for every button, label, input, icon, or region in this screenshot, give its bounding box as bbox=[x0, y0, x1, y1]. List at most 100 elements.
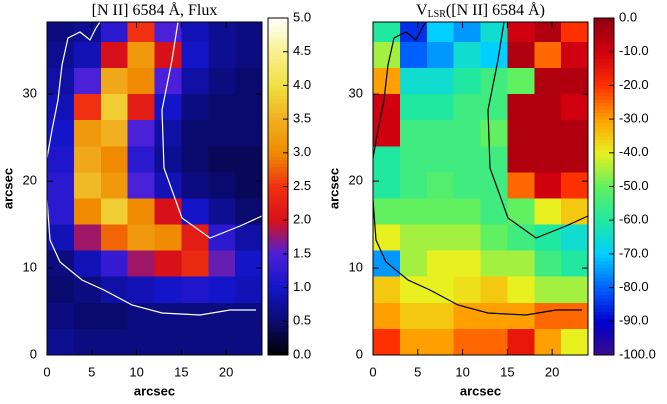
colorbar-tick-label: 4.5 bbox=[293, 43, 311, 58]
title-text: ([N II] 6584 Å) bbox=[446, 1, 545, 19]
map-cell bbox=[426, 22, 455, 43]
colorbar-segment bbox=[594, 65, 614, 70]
map-cell bbox=[453, 41, 481, 69]
colorbar-segment bbox=[594, 321, 614, 326]
colorbar-tick-label: 1.0 bbox=[293, 279, 311, 294]
colorbar-segment bbox=[594, 119, 614, 124]
colorbar-segment bbox=[268, 129, 288, 134]
map-cell bbox=[480, 276, 508, 304]
colorbar-segment bbox=[594, 270, 614, 275]
colorbar-segment bbox=[268, 61, 288, 66]
colorbar-segment bbox=[594, 260, 614, 265]
colorbar-segment bbox=[594, 331, 614, 336]
colorbar-segment bbox=[594, 179, 614, 184]
colorbar-segment bbox=[594, 183, 614, 188]
colorbar-segment bbox=[594, 297, 614, 302]
colorbar-segment bbox=[594, 78, 614, 83]
map-cell bbox=[181, 146, 209, 173]
map-cell bbox=[453, 94, 481, 121]
map-cell bbox=[507, 328, 535, 355]
colorbar-segment bbox=[268, 152, 288, 157]
colorbar-tick-label: -20.0 bbox=[619, 77, 649, 92]
map-cell bbox=[426, 250, 455, 278]
colorbar-segment bbox=[268, 179, 288, 184]
colorbar-segment bbox=[594, 196, 614, 201]
colorbar-segment bbox=[268, 85, 288, 90]
contour bbox=[161, 22, 262, 239]
map-cell bbox=[426, 172, 455, 199]
colorbar-segment bbox=[268, 233, 288, 238]
map-cell bbox=[235, 68, 262, 95]
map-cell bbox=[399, 146, 428, 173]
colorbar-segment bbox=[268, 119, 288, 124]
colorbar-segment bbox=[594, 82, 614, 86]
map-cell bbox=[181, 22, 209, 43]
map-cell bbox=[453, 250, 481, 278]
colorbar-segment bbox=[268, 58, 288, 63]
map-cell bbox=[373, 224, 401, 252]
colorbar-segment bbox=[594, 328, 614, 333]
map-cell bbox=[127, 224, 155, 252]
colorbar-tick-label: -60.0 bbox=[619, 212, 649, 227]
colorbar-segment bbox=[268, 173, 288, 177]
colorbar-segment bbox=[594, 226, 614, 231]
colorbar-segment bbox=[594, 55, 614, 60]
colorbar-segment bbox=[594, 156, 614, 161]
colorbar-segment bbox=[268, 311, 288, 316]
map-cell bbox=[534, 120, 562, 147]
colorbar-segment bbox=[268, 34, 288, 39]
y-tick-label: 30 bbox=[23, 86, 37, 101]
map-cell bbox=[373, 94, 401, 121]
colorbar-segment bbox=[268, 132, 288, 137]
map-cell bbox=[154, 94, 182, 121]
colorbar-segment bbox=[268, 301, 288, 306]
colorbar-segment bbox=[268, 321, 288, 326]
map-cell bbox=[73, 146, 102, 173]
y-tick-label: 20 bbox=[23, 173, 37, 188]
map-cell bbox=[154, 198, 182, 226]
colorbar-segment bbox=[594, 189, 614, 194]
map-cell bbox=[208, 146, 236, 173]
colorbar-segment bbox=[594, 41, 614, 46]
colorbar-segment bbox=[268, 71, 288, 76]
map-cell bbox=[373, 22, 401, 43]
map-cell bbox=[373, 302, 401, 330]
colorbar-segment bbox=[268, 314, 288, 319]
colorbar-tick-label: 1.5 bbox=[293, 245, 311, 260]
map-cell bbox=[208, 302, 236, 330]
map-cell bbox=[208, 41, 236, 69]
colorbar-segment bbox=[594, 61, 614, 66]
colorbar-segment bbox=[594, 95, 614, 100]
map-cell bbox=[73, 328, 102, 355]
map-cell bbox=[208, 276, 236, 304]
x-tick-label: 0 bbox=[369, 364, 376, 379]
map-cell bbox=[47, 302, 75, 330]
y-tick-label: 10 bbox=[349, 259, 363, 274]
colorbar-segment bbox=[268, 341, 288, 346]
map-cell bbox=[208, 120, 236, 147]
map-cell bbox=[480, 120, 508, 147]
map-cell bbox=[127, 250, 155, 278]
map-cell bbox=[127, 41, 155, 69]
map-cell bbox=[73, 94, 102, 121]
map-cell bbox=[373, 198, 401, 226]
x-tick-label: 20 bbox=[219, 364, 233, 379]
colorbar-segment bbox=[268, 264, 288, 268]
map-cell bbox=[399, 94, 428, 121]
map-cell bbox=[100, 22, 129, 43]
colorbar-segment bbox=[268, 78, 288, 83]
map-cell bbox=[208, 22, 236, 43]
map-cell bbox=[373, 172, 401, 199]
map-cell bbox=[127, 146, 155, 173]
colorbar-segment bbox=[268, 21, 288, 26]
map-cell bbox=[181, 328, 209, 355]
map-cell bbox=[127, 120, 155, 147]
colorbar-segment bbox=[268, 108, 288, 113]
map-cell bbox=[561, 172, 588, 199]
map-cell bbox=[235, 250, 262, 278]
colorbar-segment bbox=[268, 287, 288, 292]
colorbar-segment bbox=[268, 338, 288, 343]
chart-title: VLSR([N II] 6584 Å) bbox=[416, 1, 545, 21]
colorbar-segment bbox=[268, 135, 288, 140]
colorbar-segment bbox=[594, 48, 614, 53]
